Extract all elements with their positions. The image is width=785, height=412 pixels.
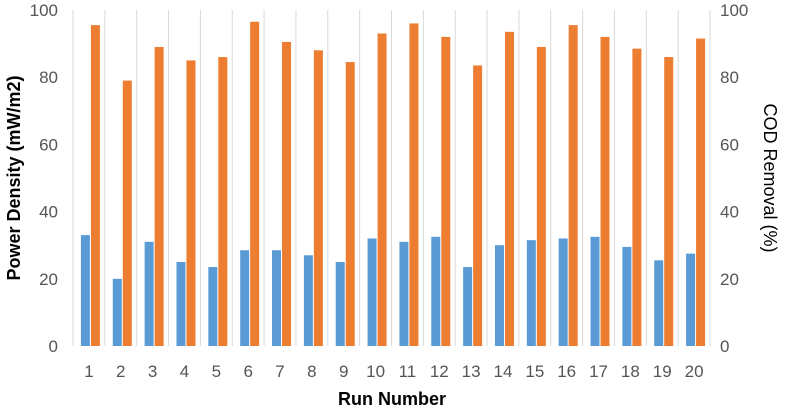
- x-axis-ticks: 1 2 3 4 5 6 7 8 9 10 11 12 13 14 15 16 17 18 19 20: [84, 362, 703, 381]
- x-tick-label: 20: [685, 362, 704, 381]
- right-y-axis-title: COD Removal (%): [760, 103, 780, 252]
- power-density-bar-3: [144, 241, 154, 346]
- cod-removal-bar-20: [696, 38, 706, 347]
- power-density-bar-17: [590, 236, 600, 346]
- cod-removal-bar-16: [568, 25, 578, 347]
- power-density-bar-11: [399, 241, 409, 346]
- power-density-bar-5: [208, 267, 218, 346]
- bars: [80, 21, 706, 347]
- cod-removal-bar-15: [536, 46, 546, 347]
- power-density-bar-1: [80, 235, 90, 346]
- power-density-bar-7: [272, 250, 282, 346]
- power-density-bar-8: [303, 255, 313, 346]
- x-tick-label: 9: [339, 362, 348, 381]
- x-tick-label: 6: [243, 362, 252, 381]
- cod-removal-bar-1: [90, 25, 100, 347]
- power-density-bar-14: [494, 245, 504, 346]
- cod-removal-bar-4: [186, 60, 196, 347]
- right-y-tick-label: 60: [720, 135, 739, 154]
- right-y-tick-label: 80: [720, 68, 739, 87]
- power-density-bar-20: [686, 253, 696, 346]
- right-y-tick-label: 100: [720, 1, 748, 20]
- x-tick-label: 17: [589, 362, 608, 381]
- cod-removal-bar-18: [632, 48, 642, 346]
- cod-removal-bar-13: [473, 65, 483, 346]
- cod-removal-bar-7: [282, 41, 292, 347]
- x-tick-label: 3: [148, 362, 157, 381]
- x-tick-label: 18: [621, 362, 640, 381]
- left-y-tick-label: 60: [39, 135, 58, 154]
- x-tick-label: 19: [653, 362, 672, 381]
- x-tick-label: 2: [116, 362, 125, 381]
- cod-removal-bar-3: [154, 46, 164, 347]
- right-y-axis-ticks: 0 20 40 60 80 100: [720, 1, 748, 356]
- x-tick-label: 5: [212, 362, 221, 381]
- power-density-bar-2: [112, 278, 122, 346]
- power-density-bar-12: [431, 236, 441, 346]
- x-tick-label: 15: [525, 362, 544, 381]
- cod-removal-bar-11: [409, 23, 419, 346]
- cod-removal-bar-6: [250, 21, 260, 346]
- cod-removal-bar-17: [600, 36, 610, 346]
- cod-removal-bar-8: [313, 50, 323, 346]
- x-tick-label: 10: [366, 362, 385, 381]
- power-density-bar-18: [622, 246, 632, 346]
- cod-removal-bar-5: [218, 57, 228, 346]
- power-density-bar-4: [176, 262, 186, 346]
- cod-removal-bar-12: [441, 36, 451, 346]
- cod-removal-bar-10: [377, 33, 387, 347]
- x-tick-label: 1: [84, 362, 93, 381]
- cod-removal-bar-9: [345, 62, 355, 346]
- power-density-bar-9: [335, 262, 345, 346]
- x-tick-label: 8: [307, 362, 316, 381]
- power-density-bar-6: [240, 250, 250, 346]
- left-y-tick-label: 20: [39, 270, 58, 289]
- power-density-bar-19: [654, 260, 664, 346]
- right-y-tick-label: 40: [720, 203, 739, 222]
- right-y-tick-label: 0: [720, 337, 729, 356]
- x-tick-label: 12: [430, 362, 449, 381]
- left-y-tick-label: 0: [49, 337, 58, 356]
- left-y-axis-ticks: 0 20 40 60 80 100: [30, 1, 58, 356]
- power-density-bar-10: [367, 238, 377, 346]
- left-y-axis-title: Power Density (mW/m2): [4, 75, 24, 280]
- left-y-tick-label: 80: [39, 68, 58, 87]
- x-axis-title: Run Number: [338, 389, 446, 409]
- gridlines: [72, 10, 711, 346]
- right-y-tick-label: 20: [720, 270, 739, 289]
- left-y-tick-label: 40: [39, 203, 58, 222]
- x-tick-label: 4: [180, 362, 189, 381]
- x-tick-label: 16: [557, 362, 576, 381]
- power-density-bar-13: [463, 267, 473, 346]
- x-tick-label: 7: [275, 362, 284, 381]
- x-tick-label: 11: [399, 362, 417, 381]
- cod-removal-bar-2: [122, 80, 132, 346]
- left-y-tick-label: 100: [30, 1, 58, 20]
- power-density-bar-16: [558, 238, 568, 346]
- x-tick-label: 13: [462, 362, 481, 381]
- cod-removal-bar-14: [504, 31, 514, 347]
- cod-removal-bar-19: [664, 57, 674, 346]
- x-tick-label: 14: [494, 362, 513, 381]
- power-density-bar-15: [526, 240, 536, 346]
